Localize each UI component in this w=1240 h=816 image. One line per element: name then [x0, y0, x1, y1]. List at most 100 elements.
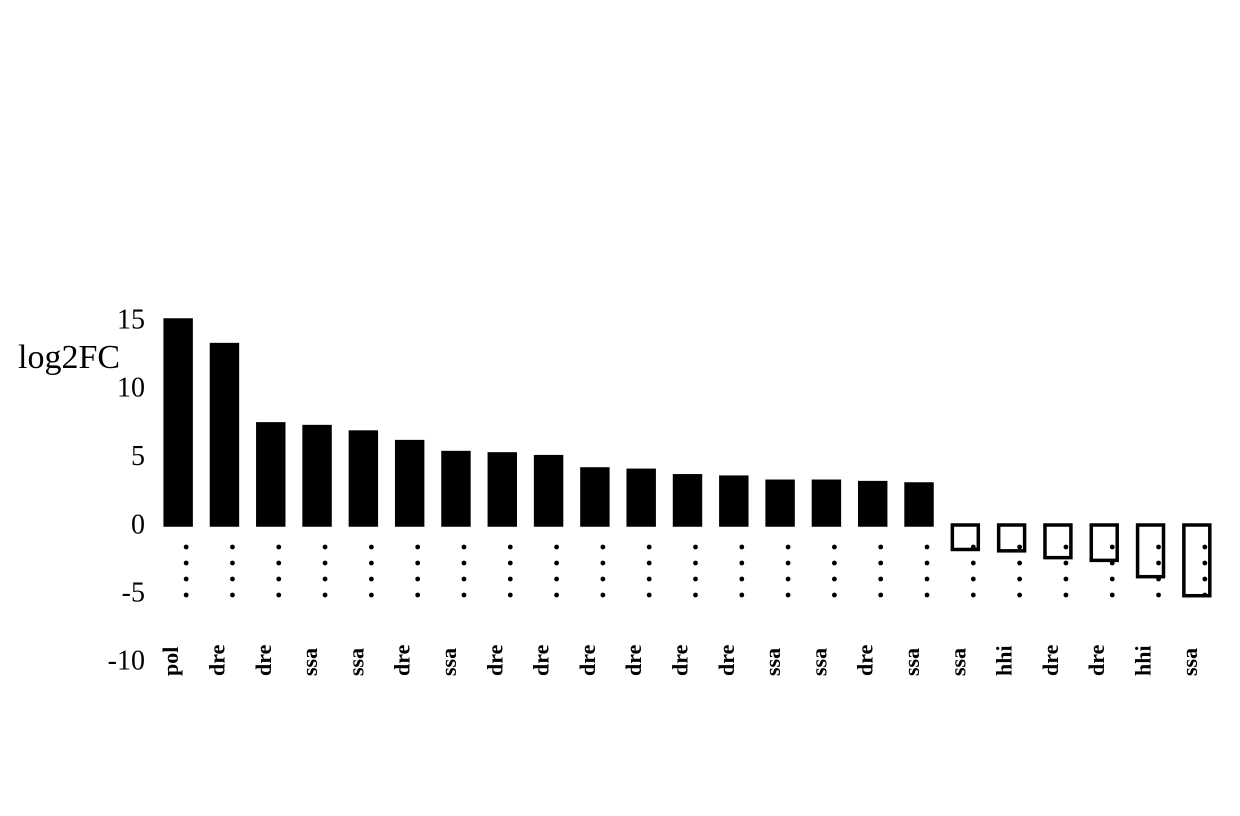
bar [628, 470, 654, 525]
x-tick-label: ssa [760, 648, 785, 676]
x-tick-label: dre [482, 644, 507, 676]
x-tick-dot [1156, 577, 1161, 582]
x-tick-dot [230, 561, 235, 566]
x-tick-dot [971, 561, 976, 566]
x-tick-dot [832, 577, 837, 582]
x-tick-dot [1064, 561, 1069, 566]
x-tick-dot [276, 545, 281, 550]
x-tick-label: dre [1038, 644, 1063, 676]
x-tick-dot [786, 545, 791, 550]
x-tick-dot [1110, 577, 1115, 582]
bar [489, 454, 515, 525]
y-tick-label: -5 [122, 577, 145, 608]
x-tick-dot [1017, 545, 1022, 550]
x-tick-label: dre [390, 644, 415, 676]
x-tick-label: ssa [1177, 648, 1202, 676]
log2fc-bar-chart: -10-5051015log2FCpoldredressassadressadr… [0, 0, 1240, 811]
bar [1045, 525, 1071, 558]
x-tick-dot [369, 593, 374, 598]
x-tick-dot [369, 577, 374, 582]
y-tick-label: 10 [117, 373, 145, 404]
x-tick-dot [832, 593, 837, 598]
x-tick-dot [554, 577, 559, 582]
x-tick-dot [184, 561, 189, 566]
y-axis-label: log2FC [18, 339, 120, 376]
bar [536, 457, 562, 525]
x-tick-label: dre [668, 644, 693, 676]
x-tick-dot [878, 593, 883, 598]
x-tick-dot [878, 561, 883, 566]
x-tick-dot [1110, 593, 1115, 598]
x-tick-dot [878, 545, 883, 550]
x-tick-dot [786, 577, 791, 582]
x-tick-dot [554, 561, 559, 566]
x-tick-dot [1202, 545, 1207, 550]
x-tick-dot [276, 561, 281, 566]
x-tick-dot [971, 577, 976, 582]
bar [211, 345, 237, 525]
x-tick-dot [739, 561, 744, 566]
x-tick-dot [1202, 577, 1207, 582]
x-tick-label: dre [251, 644, 276, 676]
y-tick-label: 5 [131, 441, 145, 472]
x-tick-dot [276, 577, 281, 582]
x-tick-dot [508, 545, 513, 550]
x-tick-dot [832, 545, 837, 550]
x-tick-dot [971, 545, 976, 550]
x-tick-dot [878, 577, 883, 582]
x-tick-dot [230, 593, 235, 598]
x-tick-dot [832, 561, 837, 566]
x-tick-label: dre [575, 644, 600, 676]
x-tick-label: dre [204, 644, 229, 676]
x-tick-label: pol [158, 647, 183, 676]
x-tick-dot [647, 545, 652, 550]
x-tick-dot [1202, 561, 1207, 566]
x-tick-dot [1110, 561, 1115, 566]
bar [675, 476, 701, 525]
x-tick-dot [600, 561, 605, 566]
x-tick-dot [323, 593, 328, 598]
x-tick-label: ssa [899, 648, 924, 676]
y-tick-label: -10 [108, 645, 145, 676]
x-tick-dot [462, 577, 467, 582]
bar [1091, 525, 1117, 560]
x-tick-dot [369, 545, 374, 550]
x-tick-label: ssa [945, 648, 970, 676]
x-tick-dot [184, 577, 189, 582]
x-tick-label: dre [1084, 644, 1109, 676]
x-tick-dot [1064, 593, 1069, 598]
bar [165, 320, 191, 525]
x-tick-dot [184, 593, 189, 598]
x-tick-label: ssa [806, 648, 831, 676]
x-tick-dot [184, 545, 189, 550]
x-tick-dot [415, 577, 420, 582]
x-tick-dot [600, 545, 605, 550]
x-tick-dot [508, 577, 513, 582]
x-tick-dot [739, 545, 744, 550]
x-tick-dot [925, 545, 930, 550]
x-tick-dot [1017, 561, 1022, 566]
x-tick-dot [786, 561, 791, 566]
x-tick-dot [1156, 593, 1161, 598]
bar [350, 432, 376, 525]
x-tick-label: ssa [297, 648, 322, 676]
x-tick-label: ssa [343, 648, 368, 676]
bar [1184, 525, 1210, 596]
x-tick-dot [415, 561, 420, 566]
x-tick-label: hhi [1131, 645, 1156, 676]
x-tick-dot [1202, 593, 1207, 598]
bar [767, 481, 793, 525]
bar [860, 483, 886, 525]
x-tick-dot [554, 545, 559, 550]
x-tick-dot [1017, 593, 1022, 598]
bar [258, 424, 284, 525]
x-tick-dot [462, 593, 467, 598]
x-tick-dot [1064, 545, 1069, 550]
x-tick-dot [925, 561, 930, 566]
x-tick-dot [786, 593, 791, 598]
x-tick-label: hhi [992, 645, 1017, 676]
x-tick-dot [276, 593, 281, 598]
x-tick-dot [230, 577, 235, 582]
x-tick-dot [323, 577, 328, 582]
x-tick-label: ssa [436, 648, 461, 676]
